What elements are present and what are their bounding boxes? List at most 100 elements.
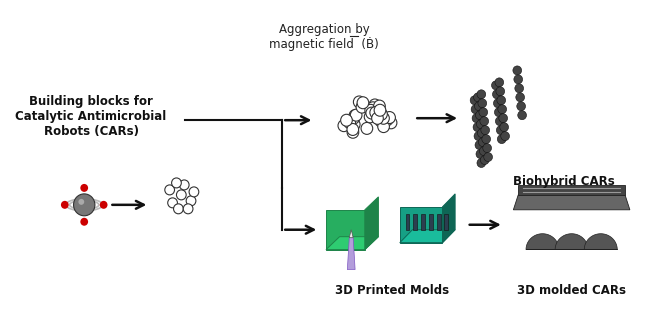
Circle shape — [385, 117, 397, 129]
Circle shape — [497, 135, 506, 143]
Circle shape — [478, 129, 486, 138]
FancyBboxPatch shape — [437, 214, 441, 230]
Polygon shape — [443, 194, 455, 243]
Polygon shape — [514, 195, 630, 210]
Text: Biohybrid CARs: Biohybrid CARs — [513, 175, 615, 188]
Circle shape — [476, 111, 484, 120]
Circle shape — [348, 118, 360, 131]
Circle shape — [476, 120, 485, 129]
Circle shape — [356, 101, 368, 113]
Circle shape — [361, 122, 372, 134]
Circle shape — [498, 105, 506, 114]
FancyBboxPatch shape — [445, 214, 448, 230]
Circle shape — [484, 153, 493, 162]
Circle shape — [481, 126, 489, 135]
Circle shape — [474, 102, 483, 111]
Circle shape — [348, 112, 359, 124]
FancyBboxPatch shape — [421, 214, 425, 230]
Polygon shape — [518, 185, 625, 195]
Text: Building blocks for
Catalytic Antimicrobial
Robots (CARs): Building blocks for Catalytic Antimicrob… — [16, 95, 166, 138]
Circle shape — [480, 156, 489, 164]
Circle shape — [472, 114, 481, 123]
Circle shape — [517, 102, 525, 111]
Circle shape — [79, 199, 84, 205]
Circle shape — [354, 96, 365, 108]
Circle shape — [513, 66, 522, 75]
Circle shape — [495, 78, 504, 87]
Circle shape — [480, 117, 489, 126]
Circle shape — [349, 110, 361, 122]
FancyBboxPatch shape — [406, 214, 410, 230]
Polygon shape — [526, 234, 559, 250]
Circle shape — [366, 103, 378, 114]
Circle shape — [470, 96, 479, 105]
Circle shape — [369, 99, 381, 111]
Circle shape — [81, 218, 88, 226]
FancyBboxPatch shape — [429, 214, 433, 230]
Circle shape — [477, 90, 486, 99]
Circle shape — [344, 117, 356, 129]
Circle shape — [497, 96, 506, 105]
Circle shape — [347, 126, 359, 138]
Circle shape — [366, 107, 378, 119]
Circle shape — [480, 147, 488, 156]
Circle shape — [376, 108, 387, 120]
Circle shape — [493, 90, 501, 99]
Circle shape — [179, 180, 189, 190]
Circle shape — [374, 104, 386, 116]
Circle shape — [474, 132, 483, 140]
Circle shape — [372, 113, 383, 124]
Circle shape — [189, 187, 199, 197]
Circle shape — [375, 115, 387, 127]
Circle shape — [350, 109, 362, 121]
Circle shape — [493, 99, 502, 108]
Text: magnetic field  (Ḃ): magnetic field (Ḃ) — [269, 37, 379, 51]
Circle shape — [172, 178, 181, 188]
Circle shape — [165, 185, 174, 195]
Circle shape — [186, 196, 196, 206]
Circle shape — [183, 204, 193, 214]
Circle shape — [478, 138, 487, 147]
Text: 3D molded CARs: 3D molded CARs — [517, 285, 626, 297]
Polygon shape — [555, 234, 588, 250]
Circle shape — [61, 201, 69, 209]
Circle shape — [174, 204, 183, 214]
Circle shape — [365, 104, 376, 116]
Circle shape — [495, 108, 503, 117]
Circle shape — [515, 84, 523, 93]
Circle shape — [341, 114, 352, 126]
Circle shape — [471, 105, 480, 114]
Text: Aggregation by: Aggregation by — [279, 23, 369, 36]
Circle shape — [516, 93, 525, 102]
Circle shape — [497, 126, 505, 135]
Circle shape — [338, 120, 350, 132]
Circle shape — [378, 121, 389, 133]
Polygon shape — [400, 230, 455, 243]
Circle shape — [382, 114, 393, 126]
Circle shape — [81, 184, 88, 192]
Circle shape — [73, 194, 95, 216]
Polygon shape — [349, 230, 353, 238]
Polygon shape — [326, 237, 378, 250]
Circle shape — [483, 143, 491, 153]
Polygon shape — [584, 234, 618, 250]
Circle shape — [168, 198, 177, 208]
Circle shape — [364, 111, 376, 123]
Circle shape — [476, 150, 485, 159]
Text: 3D Printed Molds: 3D Printed Molds — [335, 285, 449, 297]
Circle shape — [496, 87, 504, 96]
Circle shape — [499, 114, 508, 123]
Polygon shape — [326, 210, 365, 250]
Circle shape — [495, 117, 504, 126]
Circle shape — [176, 190, 186, 200]
Circle shape — [474, 93, 482, 102]
Circle shape — [473, 123, 482, 132]
Circle shape — [478, 99, 487, 108]
Circle shape — [475, 140, 484, 150]
Polygon shape — [365, 197, 378, 250]
Circle shape — [491, 81, 500, 90]
FancyBboxPatch shape — [413, 214, 417, 230]
Circle shape — [347, 123, 359, 136]
Circle shape — [518, 111, 527, 120]
Circle shape — [357, 97, 369, 109]
